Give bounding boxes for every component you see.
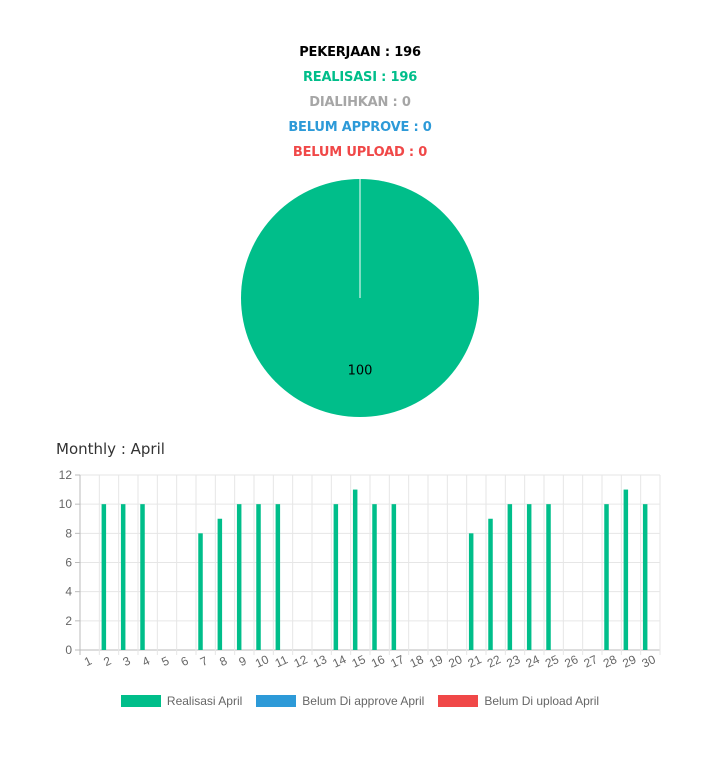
legend-item[interactable]: Belum Di approve April: [256, 694, 424, 708]
realisasi-stat: REALISASI : 196: [302, 70, 418, 85]
x-tick-label: 29: [620, 652, 638, 670]
y-tick-label: 4: [65, 585, 72, 599]
bar-realisasi-april: [140, 504, 145, 650]
bar-chart-legend: Realisasi April Belum Di approve April Bel…: [0, 694, 720, 708]
bar-realisasi-april: [546, 504, 551, 650]
y-tick-label: 6: [65, 556, 72, 570]
monthly-chart-title: Monthly : April: [56, 440, 165, 458]
bar-realisasi-april: [333, 504, 339, 650]
x-tick-label: 10: [253, 652, 271, 670]
legend-item[interactable]: Belum Di upload April: [438, 694, 599, 708]
x-tick-label: 3: [121, 653, 133, 669]
y-tick-label: 10: [59, 497, 73, 511]
bar-realisasi-april: [507, 504, 513, 650]
bar-realisasi-april: [275, 504, 281, 650]
bar-realisasi-april: [236, 504, 242, 650]
bar-realisasi-april: [468, 533, 474, 650]
bar-realisasi-april: [256, 504, 261, 650]
x-tick-label: 24: [524, 652, 542, 670]
legend-swatch: [120, 695, 161, 707]
y-tick-label: 12: [59, 468, 73, 482]
bar-realisasi-april: [623, 489, 629, 650]
pekerjaan-stat: PEKERJAAN : 196: [299, 45, 421, 60]
legend-label: Realisasi April: [166, 694, 243, 708]
x-tick-label: 14: [330, 652, 348, 670]
bar-realisasi-april: [217, 518, 223, 650]
x-tick-label: 13: [311, 652, 329, 670]
x-tick-label: 4: [140, 653, 152, 669]
bar-realisasi-april: [101, 504, 107, 650]
x-tick-label: 17: [388, 652, 406, 670]
bar-realisasi-april: [488, 518, 493, 650]
bar-realisasi-april: [642, 504, 648, 650]
bar-realisasi-april: [372, 504, 377, 650]
pie-chart: 100: [241, 179, 479, 417]
x-tick-label: 15: [350, 652, 368, 670]
legend-swatch: [256, 695, 297, 707]
x-tick-label: 11: [273, 652, 291, 670]
y-tick-label: 0: [65, 643, 72, 657]
legend-item[interactable]: Realisasi April: [120, 694, 243, 708]
x-tick-label: 25: [543, 652, 561, 670]
bar-realisasi-april: [198, 533, 203, 650]
x-tick-label: 22: [485, 652, 503, 670]
x-tick-label: 2: [101, 653, 113, 669]
belum-approve-stat: BELUM APPROVE : 0: [288, 120, 432, 135]
x-tick-label: 9: [237, 653, 249, 669]
y-tick-label: 8: [65, 526, 72, 540]
pie-slice-label: 100: [348, 363, 373, 378]
bar-realisasi-april: [604, 504, 609, 650]
bar-realisasi-april: [391, 504, 397, 650]
x-tick-label: 28: [601, 652, 619, 670]
x-tick-label: 12: [292, 652, 310, 670]
legend-swatch: [438, 695, 479, 707]
x-tick-label: 26: [562, 652, 580, 670]
bar-realisasi-april: [120, 504, 126, 650]
legend-label: Belum Di approve April: [302, 694, 425, 708]
x-tick-label: 1: [82, 653, 94, 669]
x-tick-label: 20: [446, 652, 464, 670]
x-tick-label: 5: [159, 653, 171, 669]
x-tick-label: 23: [504, 652, 522, 670]
x-tick-label: 8: [217, 653, 229, 669]
summary-stats: PEKERJAAN : 196 REALISASI : 196 DIALIHKA…: [0, 40, 720, 165]
x-tick-label: 6: [179, 653, 191, 669]
x-tick-label: 30: [640, 652, 658, 670]
bar-realisasi-april: [352, 489, 358, 650]
x-tick-label: 19: [427, 652, 445, 670]
bar-realisasi-april: [526, 504, 532, 650]
x-tick-label: 27: [582, 652, 600, 670]
belum-upload-stat: BELUM UPLOAD : 0: [292, 145, 428, 160]
x-tick-label: 21: [466, 652, 484, 670]
x-tick-label: 7: [198, 653, 210, 669]
legend-label: Belum Di upload April: [484, 694, 600, 708]
x-tick-label: 16: [369, 652, 387, 670]
x-tick-label: 18: [408, 652, 426, 670]
y-tick-label: 2: [65, 614, 72, 628]
dialihkan-stat: DIALIHKAN : 0: [309, 95, 411, 110]
